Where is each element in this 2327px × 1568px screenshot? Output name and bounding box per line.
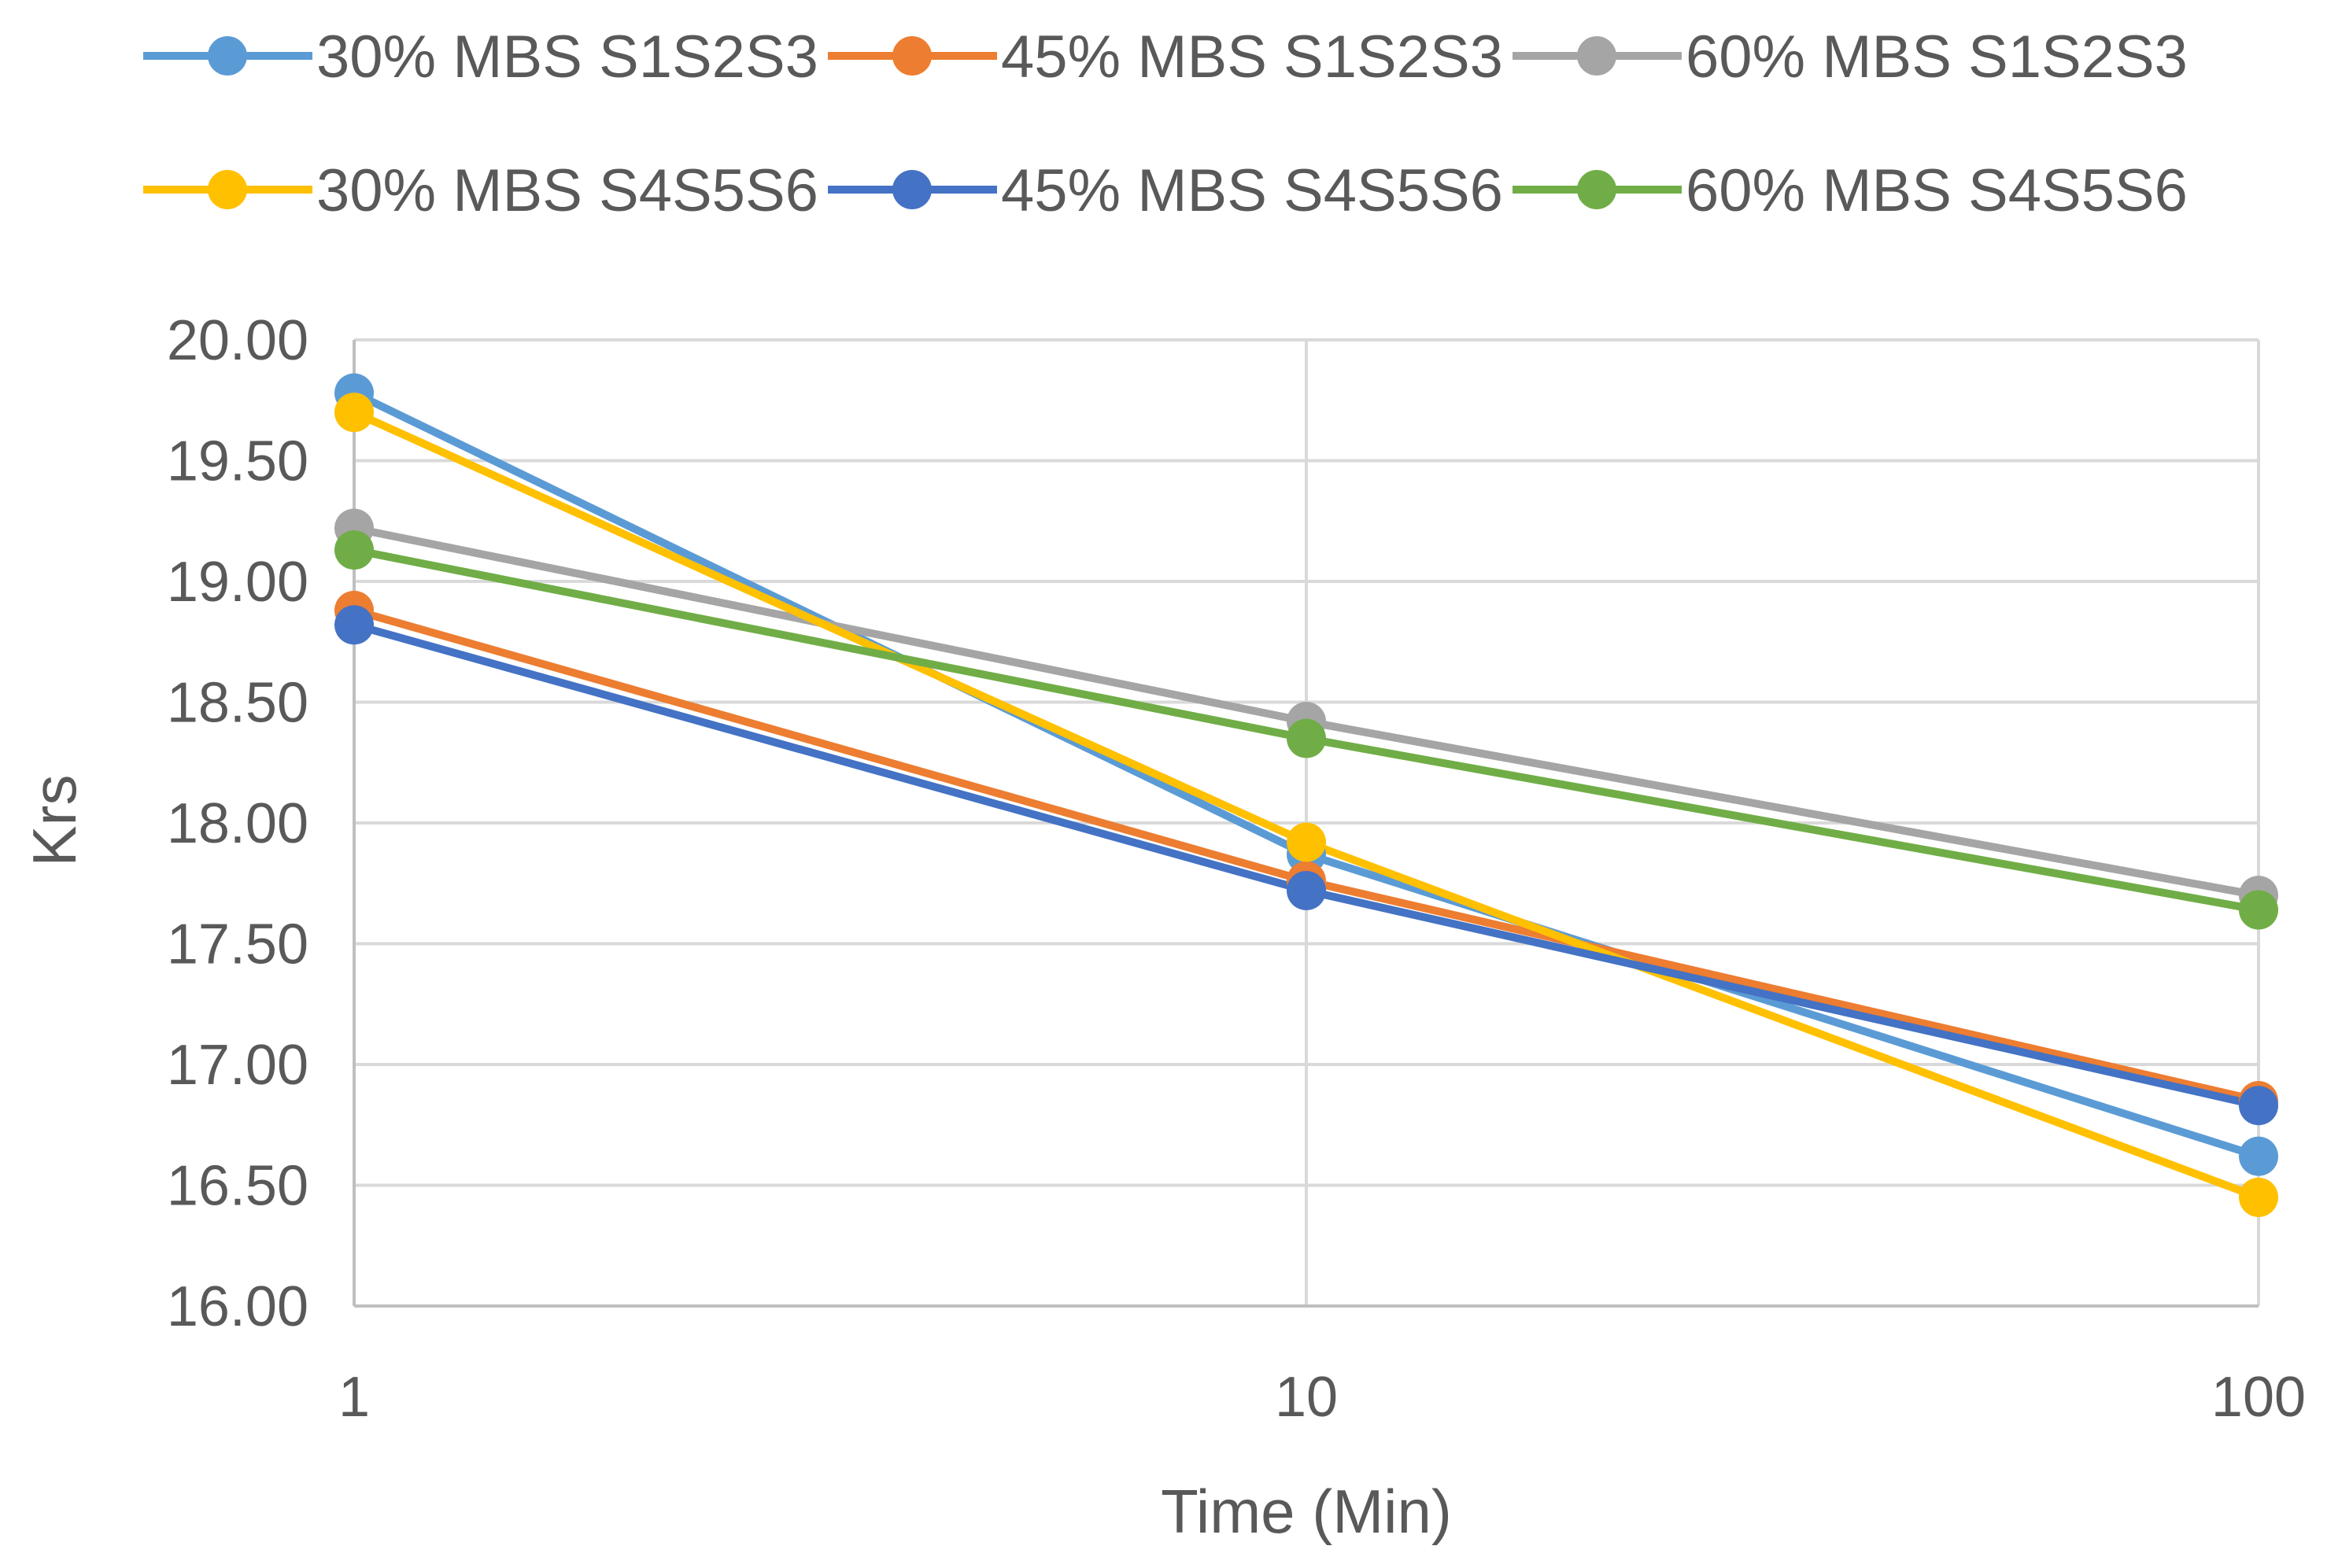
legend-item: 45% MBS S1S2S3 [828, 24, 1503, 90]
legend-marker [1577, 36, 1616, 76]
legend: 30% MBS S1S2S3 45% MBS S1S2S3 60% MBS S1S2… [143, 24, 2188, 224]
legend-item: 30% MBS S4S5S6 [143, 157, 818, 224]
legend-item: 45% MBS S4S5S6 [828, 157, 1503, 224]
legend-marker [208, 170, 247, 209]
y-tick-label: 18.50 [167, 672, 308, 735]
y-tick-label: 16.00 [167, 1275, 308, 1338]
legend-label: 30% MBS S1S2S3 [316, 24, 818, 90]
legend-label: 45% MBS S1S2S3 [1001, 24, 1503, 90]
y-tick-label: 17.50 [167, 913, 308, 976]
series-points [334, 373, 2278, 1217]
legend-item: 60% MBS S4S5S6 [1513, 157, 2188, 224]
y-tick-label: 20.00 [167, 309, 308, 372]
legend-marker [208, 36, 247, 76]
data-point [334, 605, 374, 645]
data-point [1287, 718, 1326, 758]
x-tick-label: 10 [1275, 1366, 1338, 1429]
legend-marker [1577, 170, 1616, 209]
data-point [2239, 890, 2278, 930]
legend-label: 45% MBS S4S5S6 [1001, 157, 1503, 224]
data-point [2239, 1177, 2278, 1217]
data-point [334, 393, 374, 433]
legend-marker [892, 170, 932, 209]
legend-label: 30% MBS S4S5S6 [316, 157, 818, 224]
x-axis-title: Time (Min) [1161, 1477, 1452, 1546]
data-point [2239, 1086, 2278, 1126]
x-tick-labels: 1 10 100 [338, 1366, 2306, 1429]
data-point [1287, 870, 1326, 910]
x-tick-label: 1 [338, 1366, 370, 1429]
y-tick-labels: 16.00 16.50 17.00 17.50 18.00 18.50 19.00 19.50… [167, 309, 308, 1338]
y-tick-label: 19.50 [167, 430, 308, 493]
y-tick-label: 18.00 [167, 792, 308, 855]
data-point [2239, 1136, 2278, 1176]
axes [353, 340, 2259, 1308]
x-tick-label: 100 [2211, 1366, 2306, 1429]
legend-label: 60% MBS S1S2S3 [1686, 24, 2188, 90]
y-tick-label: 19.00 [167, 551, 308, 614]
data-point [1287, 822, 1326, 862]
data-point [334, 530, 374, 570]
y-axis-title: Krs [20, 775, 89, 867]
legend-label: 60% MBS S4S5S6 [1686, 157, 2188, 224]
y-tick-label: 16.50 [167, 1155, 308, 1218]
y-tick-label: 17.00 [167, 1034, 308, 1097]
legend-item: 60% MBS S1S2S3 [1513, 24, 2188, 90]
legend-marker [892, 36, 932, 76]
legend-item: 30% MBS S1S2S3 [143, 24, 818, 90]
